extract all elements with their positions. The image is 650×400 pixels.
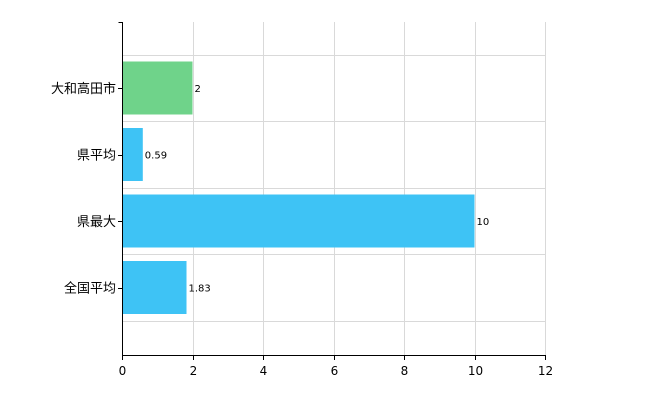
x-tick-label-0: 0 (119, 364, 127, 378)
value-label-0: 2 (195, 84, 201, 95)
bar-3 (122, 261, 187, 314)
bar-1 (122, 128, 143, 181)
x-tick-label-10: 10 (468, 364, 483, 378)
x-tick-label-2: 2 (190, 364, 198, 378)
x-tick-label-12: 12 (538, 364, 553, 378)
category-label-2: 県最大 (77, 215, 116, 230)
x-tick-label-4: 4 (260, 364, 268, 378)
labels: 2 大和高田市 0.59 県平均 10 県最大 1.83 全国平均 0 2 4 6 8 10 12 (51, 81, 553, 378)
category-label-1: 県平均 (77, 149, 116, 164)
x-tick-label-6: 6 (331, 364, 339, 378)
value-label-1: 0.59 (145, 151, 167, 162)
axes (118, 22, 546, 360)
x-tick-label-8: 8 (401, 364, 409, 378)
grid-lines (122, 22, 546, 355)
category-label-0: 大和高田市 (51, 81, 116, 97)
bar-2 (122, 194, 475, 248)
value-label-3: 1.83 (189, 284, 211, 295)
bar-0 (122, 61, 193, 115)
category-label-3: 全国平均 (64, 281, 116, 297)
bars (122, 61, 475, 314)
value-label-2: 10 (477, 217, 490, 228)
